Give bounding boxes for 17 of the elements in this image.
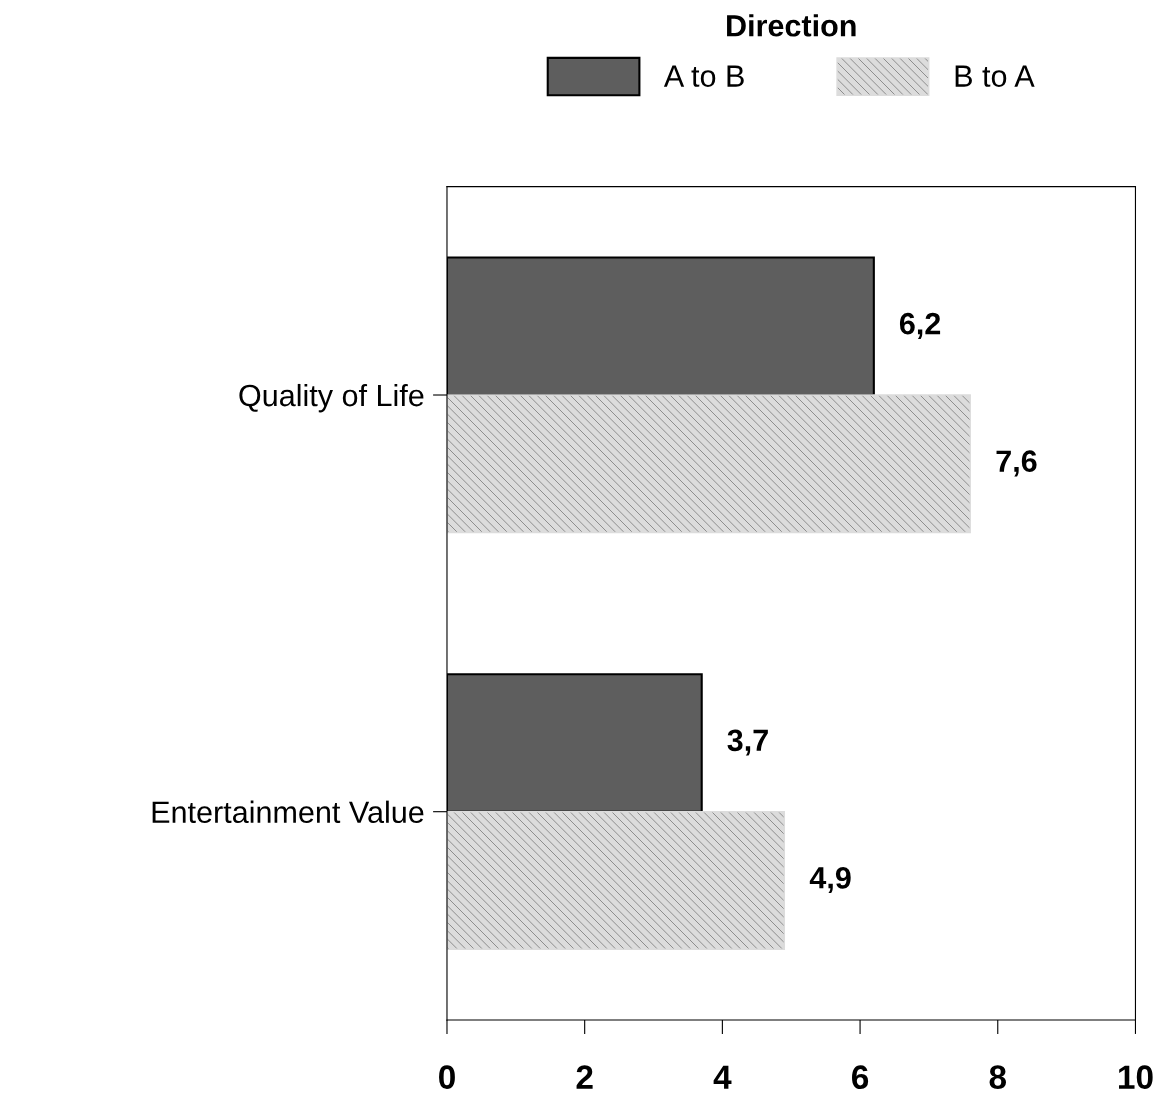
x-tick-label: 6 — [852, 1065, 869, 1089]
bar — [446, 811, 786, 950]
y-tick-label: Quality of Life — [239, 383, 424, 413]
y-tick-label: Entertainment Value — [152, 800, 424, 824]
legend-title: Direction — [727, 14, 856, 37]
legend-label: A to B — [663, 65, 744, 87]
bar — [446, 394, 971, 534]
x-tick-label: 10 — [1119, 1065, 1153, 1089]
data-label: 4,9 — [809, 867, 851, 894]
data-label: 6,2 — [899, 312, 941, 339]
data-label: 7,6 — [996, 450, 1037, 477]
x-tick-label: 4 — [713, 1065, 732, 1089]
x-tick-label: 2 — [576, 1065, 593, 1089]
legend-label: B to A — [955, 65, 1035, 87]
x-tick-label: 8 — [989, 1065, 1007, 1089]
x-tick-label: 0 — [439, 1065, 455, 1089]
data-label: 3,7 — [727, 729, 768, 756]
